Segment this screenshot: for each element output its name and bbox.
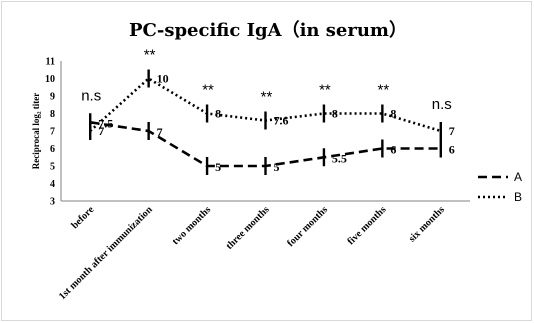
legend-label-A: A bbox=[514, 170, 522, 184]
data-label-B: 10 bbox=[157, 72, 169, 86]
x-tick-label: 1st month after immunization bbox=[57, 204, 155, 302]
significance-mark: ** bbox=[202, 82, 214, 99]
significance-mark: ** bbox=[261, 89, 273, 106]
significance-mark: ** bbox=[378, 82, 390, 99]
data-label-B: 7 bbox=[449, 124, 455, 138]
significance-mark: n.s bbox=[81, 87, 101, 104]
data-label-A: 5 bbox=[215, 160, 221, 174]
significance-mark: ** bbox=[144, 47, 156, 64]
data-label-A: 6 bbox=[449, 143, 455, 157]
data-label-A: 5.5 bbox=[332, 151, 347, 165]
y-tick-label: 9 bbox=[50, 92, 55, 103]
data-label-B: 8 bbox=[215, 107, 221, 121]
y-tick-label: 8 bbox=[50, 109, 55, 120]
x-tick-label: four months bbox=[285, 204, 330, 249]
data-label-A: 6 bbox=[390, 143, 396, 157]
y-tick-label: 10 bbox=[45, 74, 55, 85]
x-tick-label: five months bbox=[346, 204, 389, 247]
y-tick-label: 3 bbox=[50, 197, 55, 208]
y-tick-label: 5 bbox=[50, 162, 55, 173]
x-tick-label: two months bbox=[170, 204, 213, 247]
x-tick-label: before bbox=[69, 204, 96, 231]
data-label-A: 5 bbox=[274, 160, 280, 174]
y-tick-label: 7 bbox=[50, 127, 55, 138]
point-markers bbox=[89, 69, 442, 175]
significance-marks: n.s ** ** ** ** ** n.s bbox=[81, 47, 452, 114]
data-label-B: 7 bbox=[98, 124, 104, 138]
y-tick-label: 11 bbox=[46, 57, 55, 68]
chart-title: PC-specific IgA（in serum） bbox=[129, 20, 407, 41]
significance-mark: n.s bbox=[432, 96, 452, 113]
x-tick-label: six months bbox=[407, 204, 447, 244]
x-tick-label: three months bbox=[224, 204, 272, 252]
significance-mark: ** bbox=[319, 82, 331, 99]
legend-label-B: B bbox=[514, 190, 522, 204]
data-label-B: 8 bbox=[332, 107, 338, 121]
data-label-B: 8 bbox=[390, 107, 396, 121]
legend: AB bbox=[478, 170, 522, 204]
y-tick-labels: 3 4 5 6 7 8 9 10 11 bbox=[45, 57, 55, 208]
data-label-B: 7.6 bbox=[274, 114, 289, 128]
y-tick-label: 6 bbox=[50, 144, 55, 155]
y-tick-label: 4 bbox=[50, 179, 55, 190]
y-axis-label: Reciprocal log₂ titer bbox=[31, 93, 41, 170]
data-label-A: 7 bbox=[157, 125, 163, 139]
data-label-A: 7.5 bbox=[98, 116, 113, 130]
